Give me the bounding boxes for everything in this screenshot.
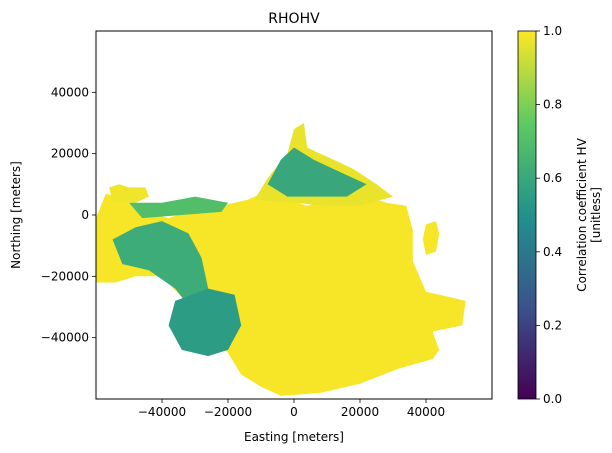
y-tick-label: 40000 [51,85,89,99]
colorbar-label-line2: [unitless] [589,187,603,243]
colorbar-tick-label: 0.2 [543,318,562,332]
x-tick-label: 40000 [407,405,445,419]
y-tick-label: −40000 [41,331,89,345]
plot-area [95,30,493,400]
chart-title: RHOHV [268,11,320,27]
heatmap-regions [96,123,466,396]
y-tick-label: 20000 [51,147,89,161]
colorbar: 0.0 0.2 0.4 0.6 0.8 1.0 Correlation coefficie… [517,24,603,406]
colorbar-label-line1: Correlation coefficient HV [575,137,589,291]
colorbar-tick-label: 0.0 [543,392,562,406]
colorbar-ticks: 0.0 0.2 0.4 0.6 0.8 1.0 [536,24,562,406]
region-north-mixed [267,147,367,197]
x-tick-label: 20000 [341,405,379,419]
colorbar-tick-label: 0.6 [543,171,562,185]
y-axis-label: Northing [meters] [9,161,23,269]
colorbar-gradient [517,30,537,400]
region-nw-blob [109,184,149,203]
x-tick-label: 0 [290,405,298,419]
region-west-mixed [112,221,209,314]
x-axis: −40000 −20000 0 20000 40000 [138,399,445,419]
x-tick-label: −40000 [138,405,186,419]
y-axis: 40000 20000 0 −20000 −40000 [41,85,96,345]
colorbar-tick-label: 0.4 [543,245,562,259]
region-ring-fringe [129,196,228,219]
region-east-blob [422,221,440,255]
x-tick-label: −20000 [204,405,252,419]
y-tick-label: −20000 [41,269,89,283]
colorbar-tick-label: 1.0 [543,24,562,38]
region-sw-speckle [168,288,242,357]
y-tick-label: 0 [81,208,89,222]
x-axis-label: Easting [meters] [244,430,344,444]
colorbar-tick-label: 0.8 [543,98,562,112]
